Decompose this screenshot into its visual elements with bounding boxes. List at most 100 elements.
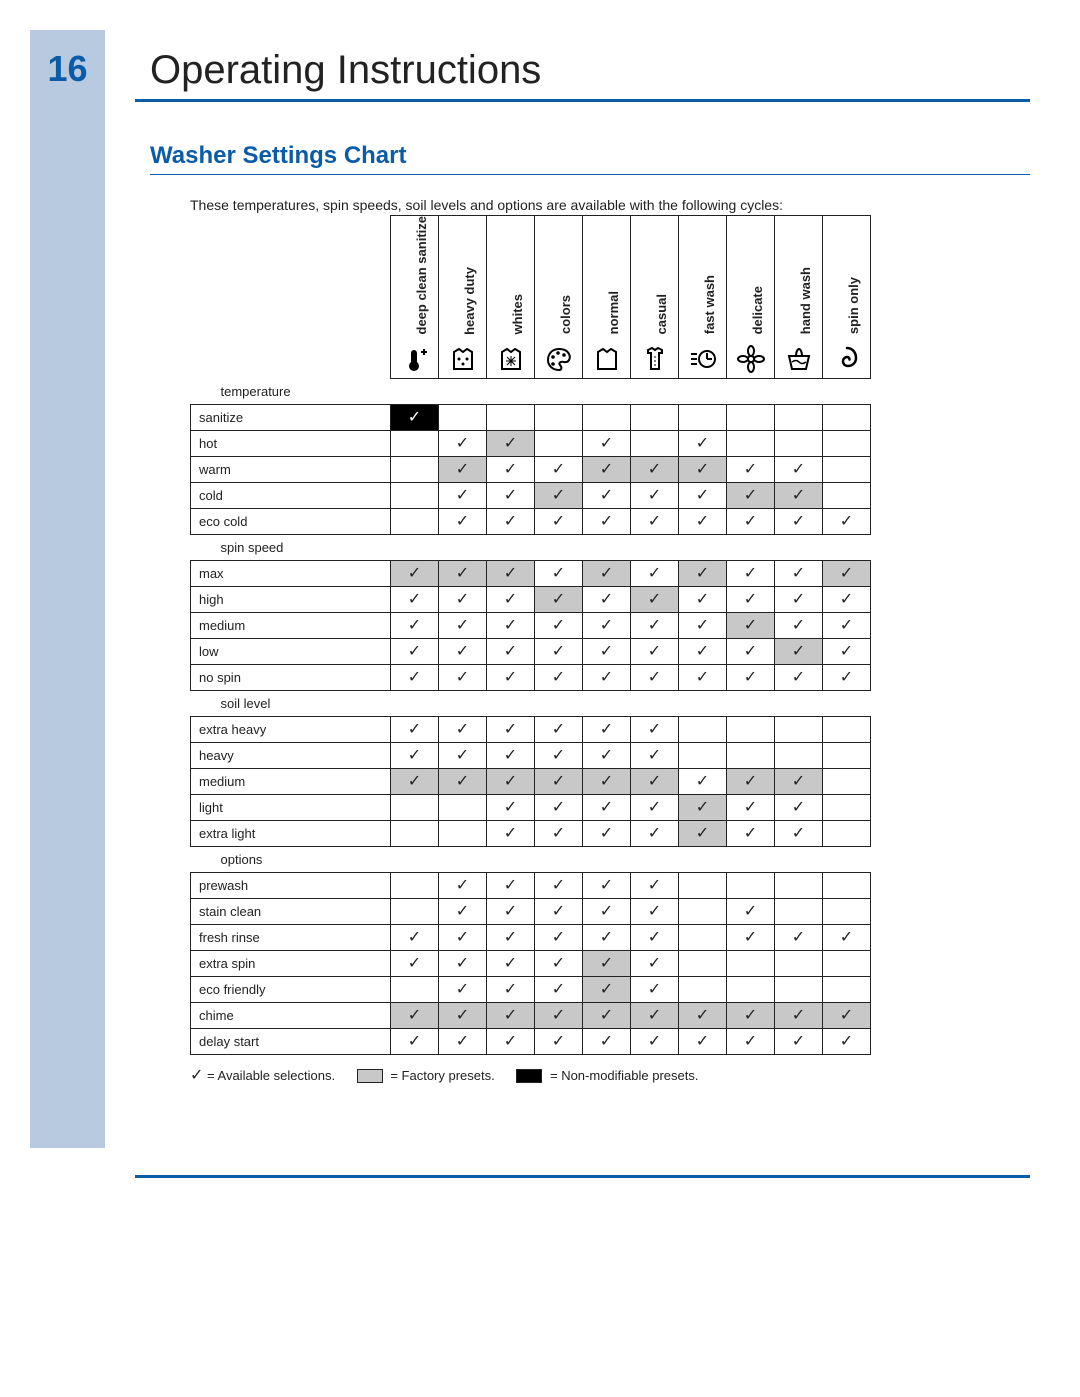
cell bbox=[583, 404, 631, 430]
cell: ✓ bbox=[679, 820, 727, 846]
check-icon: ✓ bbox=[600, 799, 613, 816]
check-icon: ✓ bbox=[648, 773, 661, 790]
cell: ✓ bbox=[535, 924, 583, 950]
table-row: sanitize✓ bbox=[191, 404, 871, 430]
check-icon: ✓ bbox=[792, 825, 805, 842]
check-icon: ✓ bbox=[552, 669, 565, 686]
check-icon: ✓ bbox=[792, 617, 805, 634]
cell: ✓ bbox=[823, 508, 871, 534]
cycle-header-delicate: delicate bbox=[727, 216, 775, 379]
check-icon: ✓ bbox=[456, 747, 469, 764]
check-icon: ✓ bbox=[840, 669, 853, 686]
check-icon: ✓ bbox=[744, 643, 757, 660]
check-icon: ✓ bbox=[696, 487, 709, 504]
cell: ✓ bbox=[583, 976, 631, 1002]
check-icon: ✓ bbox=[696, 435, 709, 452]
legend-nonmod: = Non-modifiable presets. bbox=[550, 1068, 699, 1083]
table-row: medium✓✓✓✓✓✓✓✓✓ bbox=[191, 768, 871, 794]
left-stripe bbox=[30, 30, 105, 1148]
cell: ✓ bbox=[631, 950, 679, 976]
cell bbox=[391, 872, 439, 898]
table-row: eco friendly✓✓✓✓✓ bbox=[191, 976, 871, 1002]
check-icon: ✓ bbox=[648, 617, 661, 634]
cell: ✓ bbox=[775, 664, 823, 690]
cell: ✓ bbox=[727, 456, 775, 482]
check-icon: ✓ bbox=[408, 669, 421, 686]
cell: ✓ bbox=[727, 664, 775, 690]
cell bbox=[727, 404, 775, 430]
check-icon: ✓ bbox=[648, 877, 661, 894]
cell: ✓ bbox=[487, 924, 535, 950]
cell: ✓ bbox=[631, 638, 679, 664]
cell: ✓ bbox=[631, 872, 679, 898]
row-label: stain clean bbox=[191, 898, 391, 924]
cell bbox=[439, 794, 487, 820]
cell bbox=[727, 742, 775, 768]
cell bbox=[439, 820, 487, 846]
cell: ✓ bbox=[583, 924, 631, 950]
check-icon: ✓ bbox=[696, 461, 709, 478]
cell: ✓ bbox=[583, 430, 631, 456]
check-icon: ✓ bbox=[600, 825, 613, 842]
row-label: medium bbox=[191, 768, 391, 794]
cell: ✓ bbox=[391, 924, 439, 950]
check-icon: ✓ bbox=[840, 513, 853, 530]
check-icon: ✓ bbox=[504, 1007, 517, 1024]
cell: ✓ bbox=[391, 742, 439, 768]
cell: ✓ bbox=[439, 482, 487, 508]
check-icon: ✓ bbox=[456, 721, 469, 738]
cell bbox=[823, 872, 871, 898]
check-icon: ✓ bbox=[408, 617, 421, 634]
cell: ✓ bbox=[583, 768, 631, 794]
check-icon: ✓ bbox=[648, 903, 661, 920]
cell: ✓ bbox=[679, 768, 727, 794]
cycle-header-hand_wash: hand wash bbox=[775, 216, 823, 379]
check-icon: ✓ bbox=[456, 877, 469, 894]
check-icon: ✓ bbox=[648, 487, 661, 504]
cell: ✓ bbox=[439, 742, 487, 768]
check-icon: ✓ bbox=[696, 1033, 709, 1050]
cell: ✓ bbox=[775, 820, 823, 846]
check-icon: ✓ bbox=[744, 799, 757, 816]
cell: ✓ bbox=[775, 638, 823, 664]
cell: ✓ bbox=[679, 612, 727, 638]
check-icon: ✓ bbox=[456, 1007, 469, 1024]
check-icon: ✓ bbox=[456, 565, 469, 582]
cell: ✓ bbox=[727, 560, 775, 586]
cell: ✓ bbox=[391, 768, 439, 794]
table-row: hot✓✓✓✓ bbox=[191, 430, 871, 456]
check-icon: ✓ bbox=[600, 747, 613, 764]
check-icon: ✓ bbox=[792, 773, 805, 790]
cell bbox=[727, 872, 775, 898]
cell: ✓ bbox=[535, 976, 583, 1002]
cycle-header-label: casual bbox=[654, 294, 669, 334]
check-icon: ✓ bbox=[792, 565, 805, 582]
check-icon: ✓ bbox=[552, 799, 565, 816]
cell: ✓ bbox=[439, 976, 487, 1002]
cell: ✓ bbox=[727, 924, 775, 950]
cell: ✓ bbox=[391, 664, 439, 690]
check-icon: ✓ bbox=[408, 721, 421, 738]
check-icon: ✓ bbox=[408, 747, 421, 764]
row-label: eco friendly bbox=[191, 976, 391, 1002]
cell: ✓ bbox=[439, 872, 487, 898]
cell: ✓ bbox=[535, 560, 583, 586]
check-icon: ✓ bbox=[648, 1007, 661, 1024]
cell bbox=[391, 794, 439, 820]
cell: ✓ bbox=[583, 612, 631, 638]
cell: ✓ bbox=[535, 638, 583, 664]
check-icon: ✓ bbox=[696, 825, 709, 842]
cell: ✓ bbox=[583, 560, 631, 586]
check-icon: ✓ bbox=[552, 1007, 565, 1024]
check-icon: ✓ bbox=[600, 955, 613, 972]
check-icon: ✓ bbox=[792, 669, 805, 686]
check-icon: ✓ bbox=[600, 617, 613, 634]
cell: ✓ bbox=[487, 768, 535, 794]
check-icon: ✓ bbox=[840, 929, 853, 946]
title-rule bbox=[135, 99, 1030, 102]
group-header-row: options bbox=[191, 846, 871, 872]
table-row: prewash✓✓✓✓✓ bbox=[191, 872, 871, 898]
cell: ✓ bbox=[439, 1002, 487, 1028]
check-icon: ✓ bbox=[552, 773, 565, 790]
delicate-icon bbox=[727, 344, 774, 374]
